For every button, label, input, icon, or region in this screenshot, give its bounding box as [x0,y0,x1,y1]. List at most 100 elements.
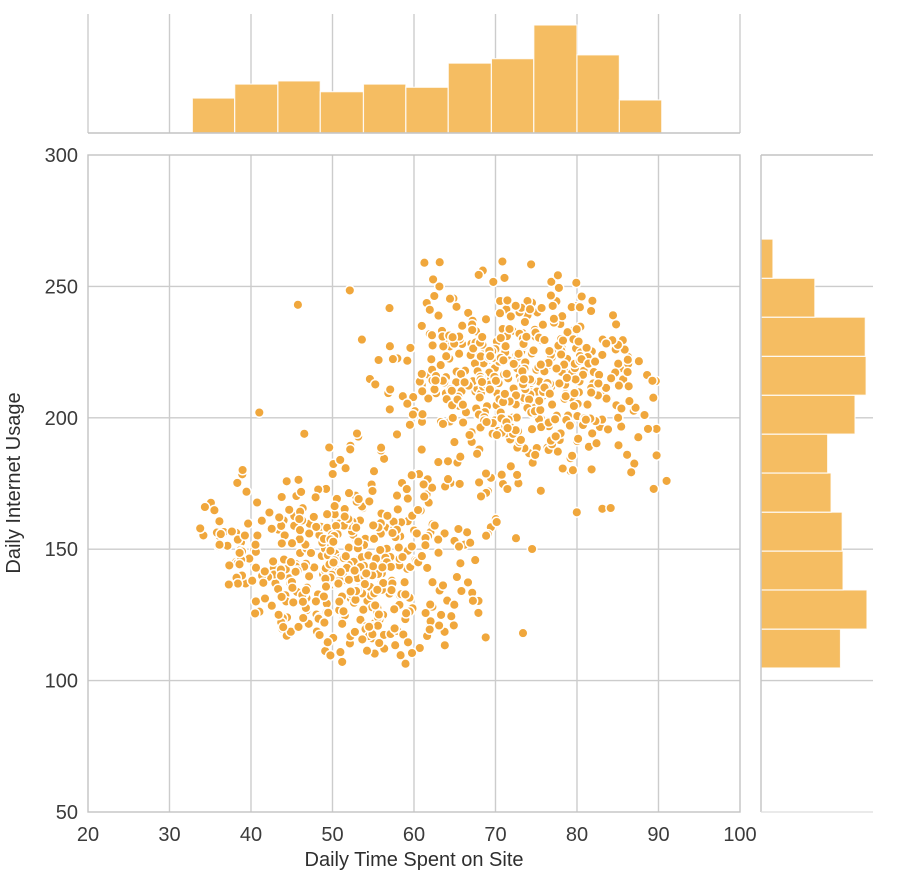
scatter-point [498,272,511,284]
scatter-point [462,576,474,588]
scatter-point [456,320,468,332]
scatter-point [524,303,536,315]
scatter-point [345,585,357,598]
scatter-point [467,595,479,607]
scatter-point [480,313,492,325]
scatter-point [546,399,558,411]
scatter-point [612,439,625,451]
scatter-point [303,527,315,540]
scatter-point [434,256,446,268]
scatter-point [447,412,459,424]
y-tick-label: 100 [45,671,78,693]
scatter-point [585,305,597,317]
scatter-point [432,456,444,468]
scatter-point [416,408,429,420]
scatter-point [310,521,322,533]
scatter-point [440,350,452,362]
scatter-point [422,392,434,405]
scatter-point [437,418,449,430]
scatter-point [567,464,579,476]
scatter-point [343,487,355,499]
scatter-point [475,490,487,502]
scatter-point [418,478,430,490]
scatter-point [543,345,555,357]
scatter-point [249,607,261,619]
scatter-point [544,388,556,400]
scatter-point [349,565,361,577]
main-scatter-axes [87,154,741,813]
scatter-point [499,388,511,400]
top-hist-bar [277,80,321,134]
x-tick-label: 30 [158,824,180,846]
scatter-point [596,349,608,361]
scatter-point [322,607,334,619]
scatter-point [433,280,445,293]
right-hist-bar [760,589,868,630]
scatter-point [501,368,513,380]
scatter-point [399,576,411,588]
scatter-point [535,359,547,371]
scatter-point [286,537,298,549]
scatter-point [536,302,548,314]
scatter-point [432,547,445,559]
scatter-point [550,430,562,442]
scatter-point [239,529,251,542]
scatter-point [476,331,488,343]
scatter-point [411,527,423,539]
scatter-point [510,532,522,544]
scatter-point [435,359,447,371]
scatter-point [455,585,467,597]
y-tick-label: 50 [56,802,78,824]
scatter-point [525,258,537,270]
scatter-point [199,501,211,513]
scatter-point [323,441,335,454]
scatter-point [385,584,398,596]
scatter-point [448,436,460,448]
scatter-point [290,566,302,578]
scatter-point [374,544,386,556]
scatter-point [327,556,340,569]
scatter-point [353,493,365,505]
scatter-point [308,511,320,523]
scatter-point [426,329,438,341]
scatter-point [286,582,298,594]
scatter-point [586,427,598,439]
right-hist-bar [760,277,816,318]
scatter-point [356,633,368,645]
top-hist-bar [191,97,236,134]
scatter-point [285,556,297,568]
scatter-point [303,570,315,582]
scatter-point [384,383,396,396]
scatter-point [232,578,244,590]
scatter-point [335,566,347,578]
scatter-point [442,473,454,485]
scatter-point [661,475,673,487]
scatter-point [491,429,503,441]
scatter-point [257,577,269,589]
scatter-point [344,443,356,455]
y-tick-label: 300 [45,145,78,167]
scatter-point [633,355,645,367]
scatter-point [549,413,561,425]
tick-labels: 20 30 40 50 60 70 80 90 100 50 100 150 200 250 300 [45,145,757,846]
scatter-point [297,596,309,608]
scatter-point [428,290,440,302]
scatter-point [384,403,396,415]
scatter-point [452,523,464,535]
scatter-point [293,513,305,525]
scatter-point [416,550,428,562]
scatter-point [329,500,341,512]
scatter-point [632,431,644,443]
scatter-point [612,358,624,370]
scatter-point [607,309,619,321]
scatter-point [589,356,601,368]
scatter-point [387,353,399,365]
scatter-point [246,575,258,587]
scatter-point [277,621,289,633]
scatter-point [491,516,503,528]
scatter-point [349,626,361,638]
scatter-point [433,619,445,632]
scatter-point [447,331,459,343]
scatter-point [642,423,654,435]
